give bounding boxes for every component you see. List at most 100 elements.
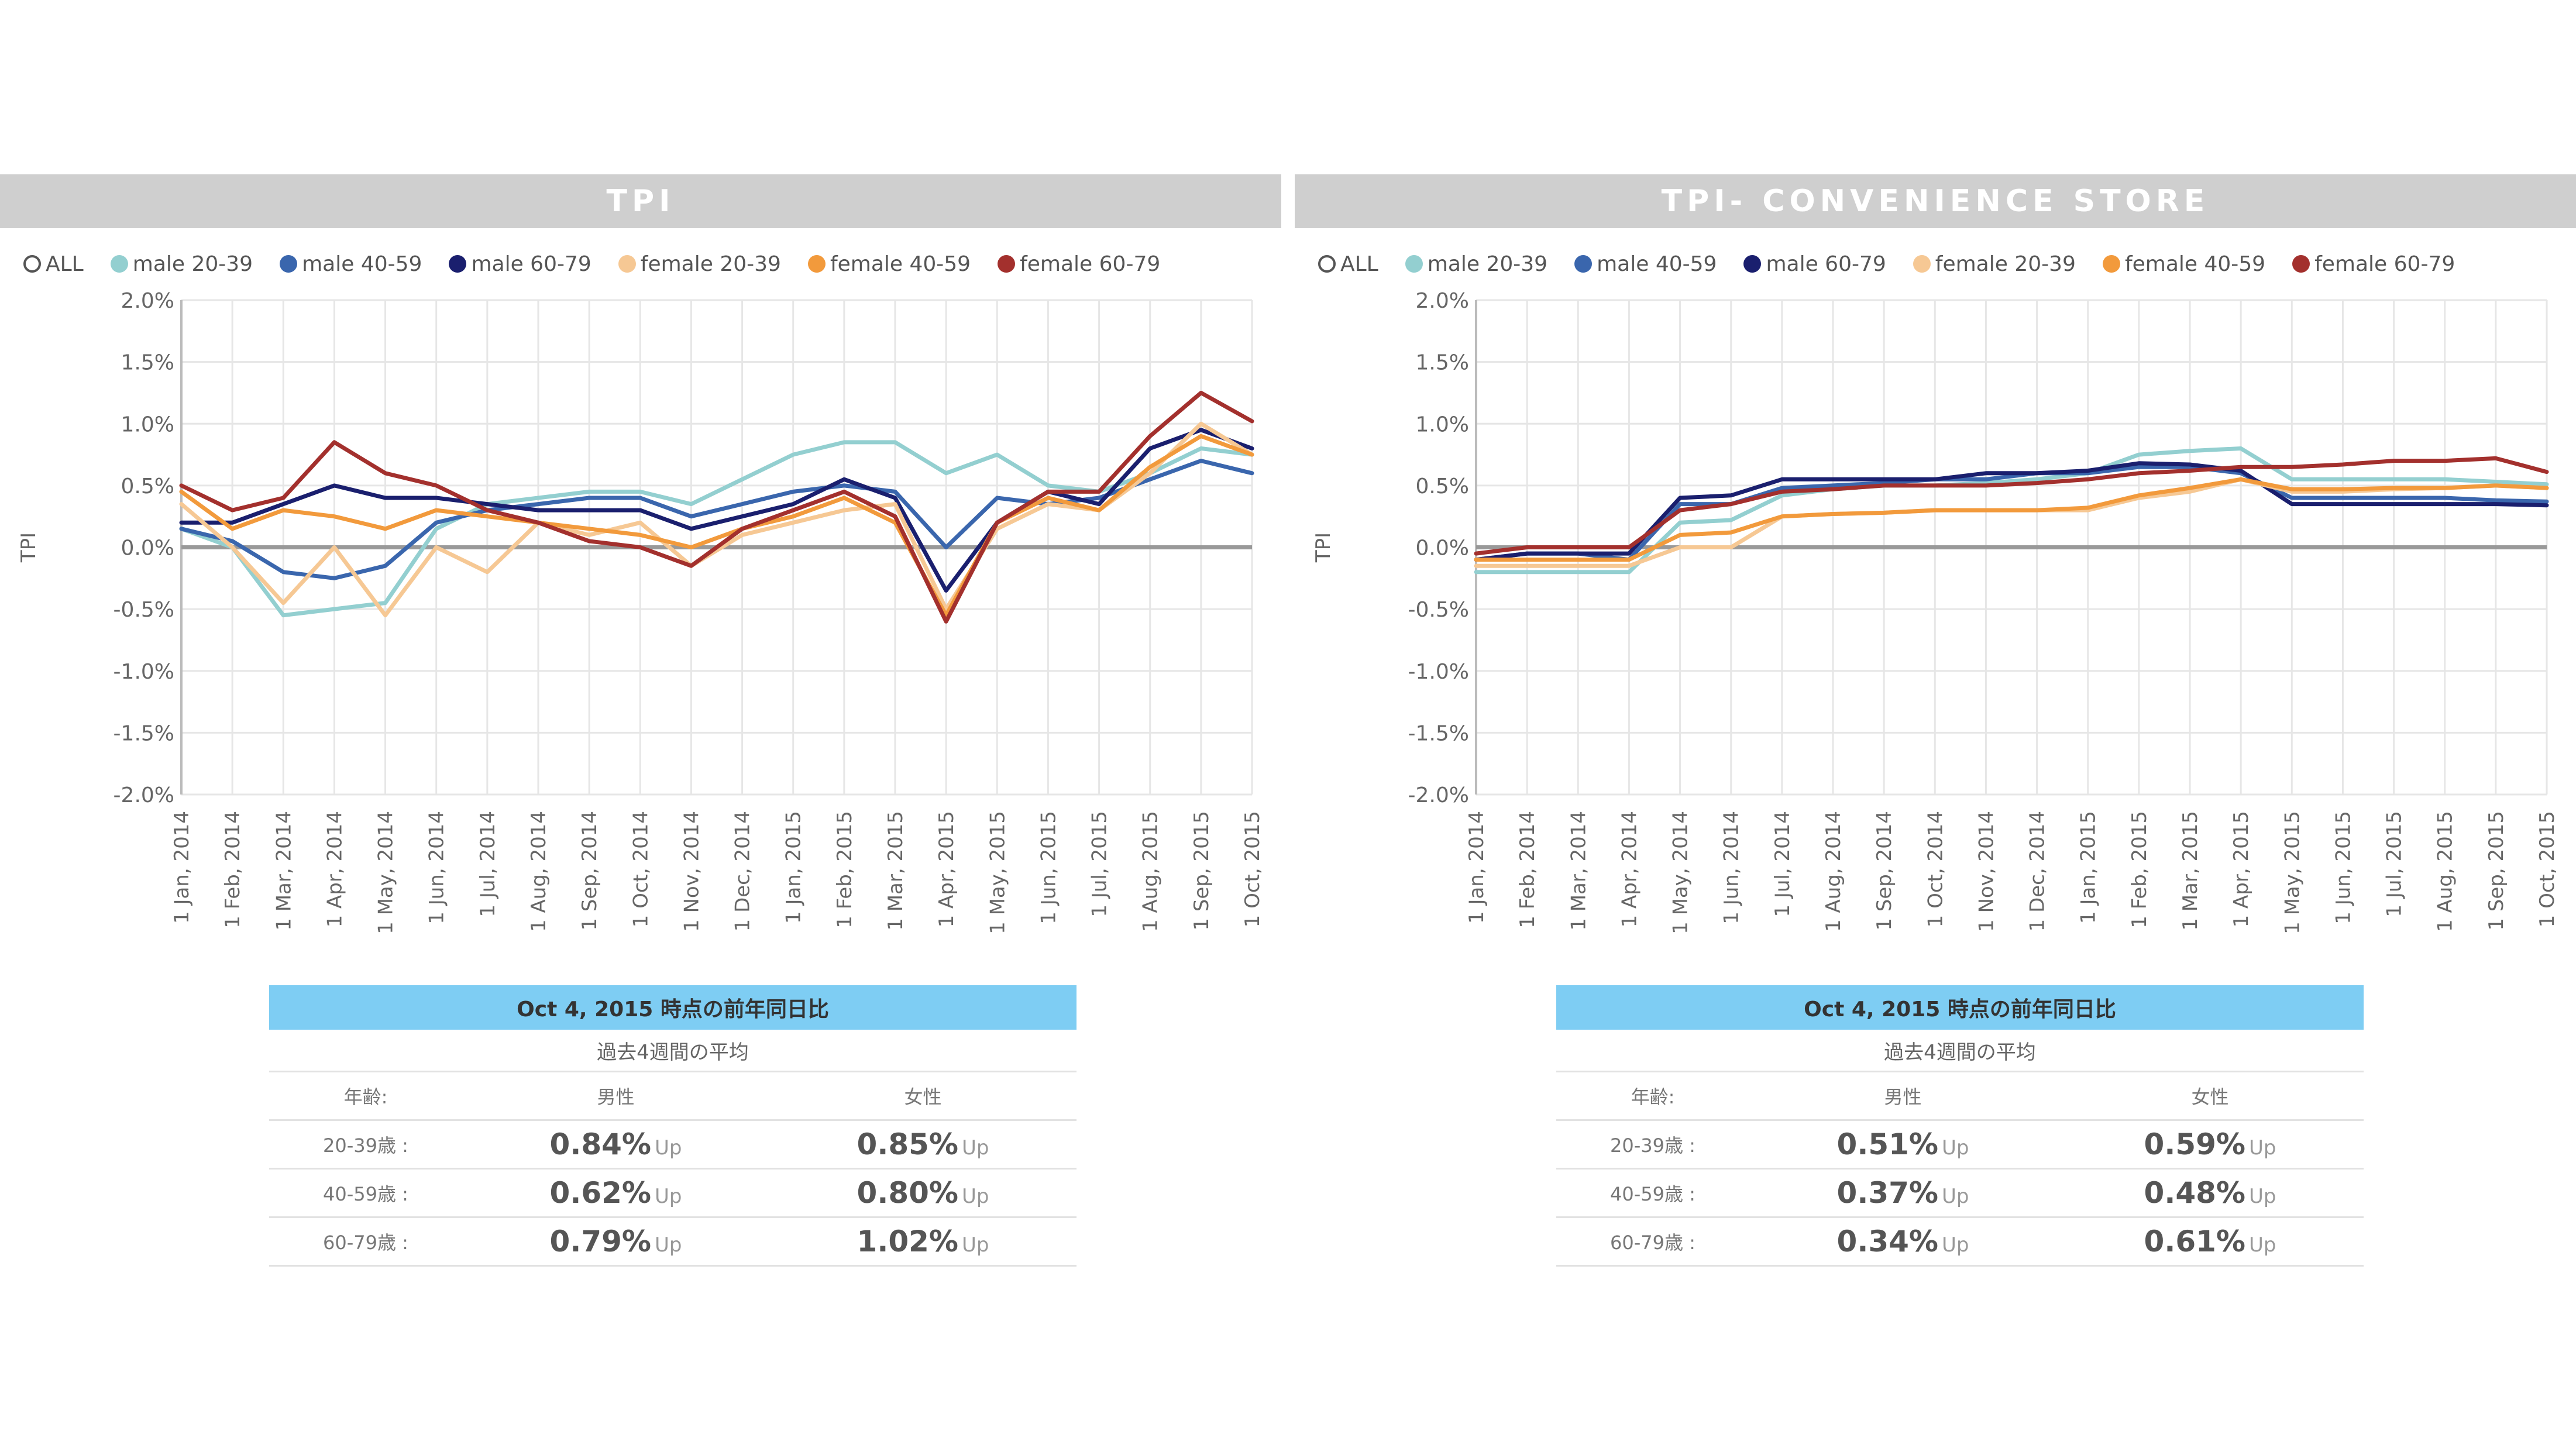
x-tick-label: 1 Jan, 2014 bbox=[170, 811, 194, 924]
series-line-female-60-79 bbox=[179, 390, 1254, 624]
age-cell: 20-39歳 : bbox=[323, 1134, 408, 1157]
female-value-cell: 0.80% Up bbox=[857, 1176, 989, 1210]
x-tick-label: 1 Aug, 2014 bbox=[527, 811, 551, 932]
x-tick-label: 1 Jan, 2015 bbox=[2077, 811, 2100, 924]
female-value-cell: 0.85% Up bbox=[857, 1127, 989, 1161]
y-tick-label: -1.5% bbox=[114, 721, 174, 745]
x-tick-label: 1 Jun, 2015 bbox=[2331, 811, 2355, 924]
male-value-cell: 0.37% Up bbox=[1836, 1176, 1969, 1210]
legend-item-male-60-79[interactable]: male 60-79 bbox=[449, 252, 591, 276]
summary-column-headers: 年齢: 男性 女性 bbox=[1556, 1072, 2364, 1121]
circle-icon bbox=[998, 255, 1016, 273]
x-tick-label: 1 Feb, 2015 bbox=[2128, 811, 2151, 928]
x-tick-label: 1 Jul, 2014 bbox=[476, 811, 500, 917]
x-tick-label: 1 Mar, 2014 bbox=[272, 811, 295, 931]
legend-item-female-20-39[interactable]: female 20-39 bbox=[618, 252, 781, 276]
x-tick-label: 1 Mar, 2014 bbox=[1567, 811, 1590, 931]
x-tick-label: 1 Sep, 2015 bbox=[2485, 811, 2508, 931]
y-tick-label: -1.5% bbox=[1408, 721, 1469, 745]
chart-title: TPI bbox=[0, 174, 1281, 228]
legend-item-male-40-59[interactable]: male 40-59 bbox=[1574, 252, 1717, 276]
chart-legend: ALL male 20-39 male 40-59 male 60-79 fem… bbox=[23, 249, 1160, 278]
x-tick-label: 1 May, 2015 bbox=[2281, 811, 2304, 934]
x-tick-label: 1 Jun, 2014 bbox=[425, 811, 449, 924]
series-line-female-40-59 bbox=[179, 434, 1254, 618]
table-row: 40-59歳 : 0.62% Up 0.80% Up bbox=[269, 1170, 1077, 1218]
series-line-male-20-39 bbox=[179, 440, 1254, 618]
x-tick-label: 1 Jul, 2014 bbox=[1771, 811, 1794, 917]
male-value-cell: 0.51% Up bbox=[1836, 1127, 1969, 1161]
table-row: 20-39歳 : 0.84% Up 0.85% Up bbox=[269, 1121, 1077, 1170]
x-tick-label: 1 Feb, 2015 bbox=[833, 811, 857, 928]
y-tick-label: 0.0% bbox=[121, 536, 174, 560]
x-tick-label: 1 Oct, 2015 bbox=[1241, 811, 1264, 927]
chart-legend: ALL male 20-39 male 40-59 male 60-79 fem… bbox=[1318, 249, 2455, 278]
tpi-convenience-store-panel: TPI- CONVENIENCE STORE ALL male 20-39 ma… bbox=[1295, 174, 2576, 1286]
summary-header: Oct 4, 2015 時点の前年同日比 bbox=[269, 985, 1077, 1030]
female-value-cell: 0.61% Up bbox=[2144, 1225, 2276, 1258]
circle-icon bbox=[2292, 255, 2310, 273]
circle-icon bbox=[1913, 255, 1931, 273]
circle-icon bbox=[449, 255, 467, 273]
legend-item-all[interactable]: ALL bbox=[23, 252, 84, 276]
male-column-label: 男性 bbox=[597, 1086, 635, 1108]
legend-item-female-40-59[interactable]: female 40-59 bbox=[807, 252, 971, 276]
legend-item-female-60-79[interactable]: female 60-79 bbox=[2292, 252, 2455, 276]
circle-icon bbox=[807, 255, 826, 273]
x-tick-label: 1 Nov, 2014 bbox=[680, 811, 703, 932]
tpi-convenience-store-line-chart: 2.0% 1.5% 1.0% 0.5% 0.0% -0.5% -1.0% -1.5% -2.0%… bbox=[1312, 289, 2559, 934]
age-column-label: 年齢: bbox=[1631, 1086, 1675, 1108]
x-tick-label: 1 Jun, 2014 bbox=[1720, 811, 1743, 924]
x-tick-label: 1 Apr, 2015 bbox=[2230, 811, 2253, 927]
x-tick-label: 1 Aug, 2014 bbox=[1822, 811, 1845, 932]
table-row: 40-59歳 : 0.37% Up 0.48% Up bbox=[1556, 1170, 2364, 1218]
y-tick-label: 2.0% bbox=[121, 289, 174, 313]
x-tick-label: 1 Jun, 2015 bbox=[1037, 811, 1060, 924]
circle-icon bbox=[1743, 255, 1762, 273]
male-value-cell: 0.34% Up bbox=[1836, 1225, 1969, 1258]
series-line-male-60-79 bbox=[1474, 461, 2549, 562]
legend-item-all[interactable]: ALL bbox=[1318, 252, 1378, 276]
x-tick-label: 1 May, 2014 bbox=[1669, 811, 1693, 934]
legend-item-male-40-59[interactable]: male 40-59 bbox=[280, 252, 422, 276]
x-tick-label: 1 Jan, 2015 bbox=[782, 811, 806, 924]
tpi-line-chart: 2.0% 1.5% 1.0% 0.5% 0.0% -0.5% -1.0% -1.5% -2.0%… bbox=[17, 289, 1264, 934]
y-tick-label: 1.0% bbox=[1416, 412, 1469, 436]
y-tick-label: 0.5% bbox=[1416, 474, 1469, 498]
legend-item-male-20-39[interactable]: male 20-39 bbox=[110, 252, 253, 276]
series-line-female-20-39 bbox=[179, 421, 1254, 618]
y-tick-label: -2.0% bbox=[1408, 783, 1469, 807]
age-cell: 40-59歳 : bbox=[323, 1183, 408, 1205]
series-line-male-60-79 bbox=[179, 428, 1254, 593]
summary-subheader: 過去4週間の平均 bbox=[1556, 1030, 2364, 1072]
circle-icon bbox=[1574, 255, 1593, 273]
x-tick-label: 1 Mar, 2015 bbox=[884, 811, 907, 931]
legend-item-female-60-79[interactable]: female 60-79 bbox=[998, 252, 1160, 276]
male-value-cell: 0.84% Up bbox=[549, 1127, 682, 1161]
circle-icon bbox=[280, 255, 298, 273]
y-tick-label: 1.0% bbox=[121, 412, 174, 436]
x-tick-label: 1 May, 2014 bbox=[374, 811, 398, 934]
legend-item-male-20-39[interactable]: male 20-39 bbox=[1405, 252, 1547, 276]
legend-item-male-60-79[interactable]: male 60-79 bbox=[1743, 252, 1886, 276]
y-tick-label: 1.5% bbox=[121, 351, 174, 375]
x-tick-label: 1 Feb, 2014 bbox=[221, 811, 245, 928]
y-tick-label: 1.5% bbox=[1416, 351, 1469, 375]
x-tick-label: 1 Apr, 2014 bbox=[1618, 811, 1641, 927]
male-column-label: 男性 bbox=[1884, 1086, 1922, 1108]
circle-icon bbox=[2102, 255, 2120, 273]
x-tick-label: 1 Oct, 2014 bbox=[629, 811, 652, 927]
y-tick-label: -2.0% bbox=[114, 783, 174, 807]
series-line-male-40-59 bbox=[179, 459, 1254, 580]
x-tick-label: 1 Apr, 2014 bbox=[323, 811, 346, 927]
age-cell: 40-59歳 : bbox=[1610, 1183, 1695, 1205]
table-row: 20-39歳 : 0.51% Up 0.59% Up bbox=[1556, 1121, 2364, 1170]
y-tick-label: 0.0% bbox=[1416, 536, 1469, 560]
tpi-panel: TPI ALL male 20-39 male 40-59 male 60-79… bbox=[0, 174, 1281, 1286]
legend-item-female-20-39[interactable]: female 20-39 bbox=[1913, 252, 2076, 276]
female-value-cell: 1.02% Up bbox=[857, 1225, 989, 1258]
y-tick-label: 0.5% bbox=[121, 474, 174, 498]
legend-item-female-40-59[interactable]: female 40-59 bbox=[2102, 252, 2265, 276]
hollow-circle-icon bbox=[1318, 255, 1336, 273]
male-value-cell: 0.79% Up bbox=[549, 1225, 682, 1258]
